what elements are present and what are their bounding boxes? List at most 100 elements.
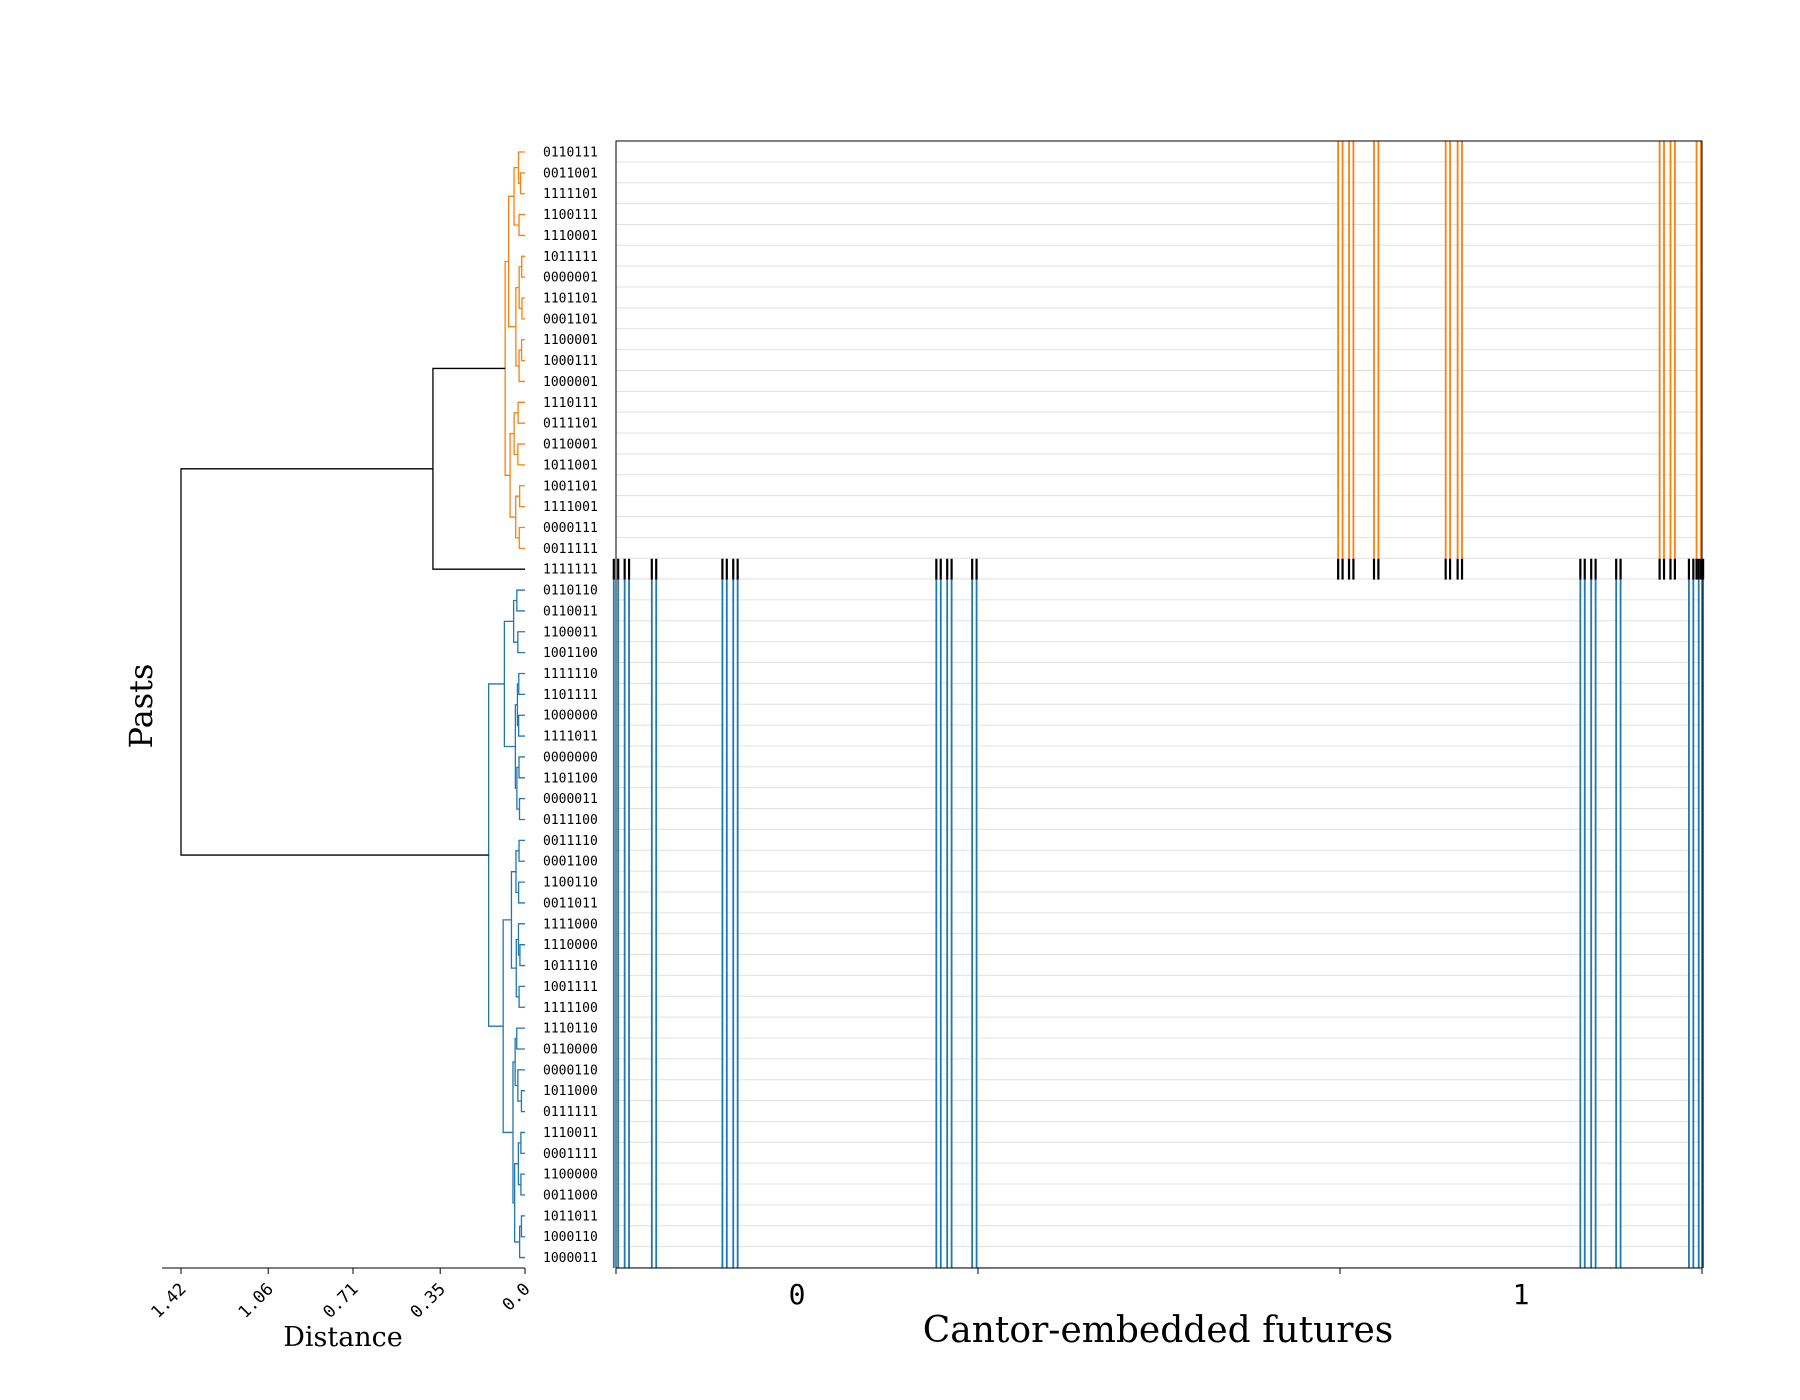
leaf-label: 0011111 [543, 542, 598, 557]
dendrogram-link [517, 1069, 525, 1102]
dendrogram-link [519, 172, 525, 195]
x-axis-label: Cantor-embedded futures [923, 1310, 1394, 1351]
dendrogram-link [518, 672, 525, 696]
leaf-label: 1000110 [543, 1230, 598, 1245]
dendrogram-link [507, 195, 516, 328]
leaf-label: 1101100 [543, 771, 598, 786]
dendrogram-link [517, 151, 525, 184]
dendrogram-link [432, 367, 525, 570]
dendrogram-link [520, 1173, 525, 1196]
leaf-labels: 0110111 0011001 1111101 1100111 1110001 10111… [543, 146, 598, 1267]
raster-frame [615, 140, 1703, 1269]
leaf-label: 1100001 [543, 333, 598, 348]
dendrogram-root-link [180, 468, 489, 856]
leaf-label: 0111111 [543, 1105, 598, 1120]
dendrogram-link [518, 1225, 525, 1259]
leaf-label: 1100011 [543, 625, 598, 640]
leaf-label: 1101111 [543, 688, 598, 703]
leaf-label: 0110110 [543, 584, 598, 599]
dendrogram-link [512, 1061, 516, 1204]
dendrogram-x-label: Distance [283, 1322, 403, 1353]
dendrogram-link [513, 1163, 520, 1243]
leaf-label: 1111100 [543, 1001, 598, 1016]
leaf-label: 1001101 [543, 479, 598, 494]
dendrogram-link [516, 589, 525, 612]
dendrogram-link [513, 412, 519, 456]
dendrogram-link [509, 432, 516, 518]
dendrogram-link [515, 850, 520, 894]
leaf-label: 1110111 [543, 396, 598, 411]
dendrogram-link [518, 213, 525, 237]
raster-panel [612, 140, 1705, 1269]
leaf-label: 0001101 [543, 312, 598, 327]
dendrogram-link [518, 839, 525, 862]
leaf-label: 0110111 [543, 146, 598, 161]
dendrogram-link [517, 923, 525, 956]
dendrogram-link [512, 599, 518, 643]
leaf-label: 1011011 [543, 1209, 598, 1224]
leaf-label: 0011011 [543, 896, 598, 911]
leaf-label: 0000111 [543, 521, 598, 536]
leaf-label: 1111110 [543, 667, 598, 682]
leaf-label: 0000000 [543, 750, 598, 765]
dendrogram-link [514, 704, 518, 789]
leaf-label: 1111001 [543, 500, 598, 515]
leaf-label: 1110110 [543, 1022, 598, 1037]
leaf-label: 0011001 [543, 166, 598, 181]
dendrogram-link [513, 166, 520, 226]
leaf-label: 0110001 [543, 438, 598, 453]
dendrogram-link [520, 1131, 525, 1154]
leaf-label: 1011001 [543, 458, 598, 473]
leaf-label: 0110011 [543, 604, 598, 619]
leaf-label: 1100111 [543, 208, 598, 223]
dendrogram-link [515, 286, 520, 367]
raster-tick-label: 1 [1513, 1278, 1530, 1311]
dendrogram-link [521, 297, 525, 320]
leaf-label: 1110001 [543, 229, 598, 244]
leaf-label: 1100110 [543, 876, 598, 891]
dendrogram-tick-label: 0.71 [319, 1279, 362, 1322]
leaf-label: 1111011 [543, 730, 598, 745]
dendrogram-link [514, 1037, 518, 1087]
dendrogram-link [517, 714, 525, 737]
dendrogram-link [517, 401, 525, 424]
leaf-label: 1011110 [543, 959, 598, 974]
leaf-label: 1011111 [543, 250, 598, 265]
dendrogram-link [510, 871, 517, 969]
dendrogram-axis: 1.42 1.06 0.71 0.35 0.0 [147, 1267, 535, 1322]
dendrogram-link [517, 443, 525, 466]
leaf-label: 1100000 [543, 1168, 598, 1183]
leaf-label: 1011000 [543, 1084, 598, 1099]
leaf-label: 1101101 [543, 292, 598, 307]
dendrogram-link [517, 631, 525, 654]
dendrogram-link [518, 266, 522, 310]
dendrogram-link [519, 944, 525, 967]
dendrogram-link [515, 938, 520, 998]
future-spikes [612, 141, 1705, 1268]
leaf-label: 0000011 [543, 792, 598, 807]
leaf-label: 1111101 [543, 187, 598, 202]
dendrogram-link [520, 1090, 525, 1113]
leaf-label: 0110000 [543, 1042, 598, 1057]
dendrogram-link [518, 526, 525, 549]
leaf-label: 1111111 [543, 563, 598, 578]
raster-tick-label: 0 [789, 1278, 806, 1311]
leaf-label: 0001111 [543, 1147, 598, 1162]
dendrogram-link [517, 881, 525, 904]
leaf-label: 1110000 [543, 938, 598, 953]
dendrogram-link [502, 919, 513, 1134]
leaf-label: 1001100 [543, 646, 598, 661]
dendrogram-tick-label: 1.06 [235, 1279, 278, 1322]
dendrogram-link [517, 1142, 521, 1186]
dendrogram-link [518, 985, 525, 1008]
dendrogram-tick-label: 0.0 [499, 1279, 535, 1315]
dendrogram-link [519, 485, 525, 508]
row-gridlines [616, 161, 1702, 1268]
dendrogram-link [504, 260, 511, 476]
y-axis-label: Pasts [122, 664, 160, 749]
dendrogram-link [516, 766, 520, 810]
leaf-label: 1000111 [543, 354, 598, 369]
dendrogram-link [488, 683, 505, 1027]
